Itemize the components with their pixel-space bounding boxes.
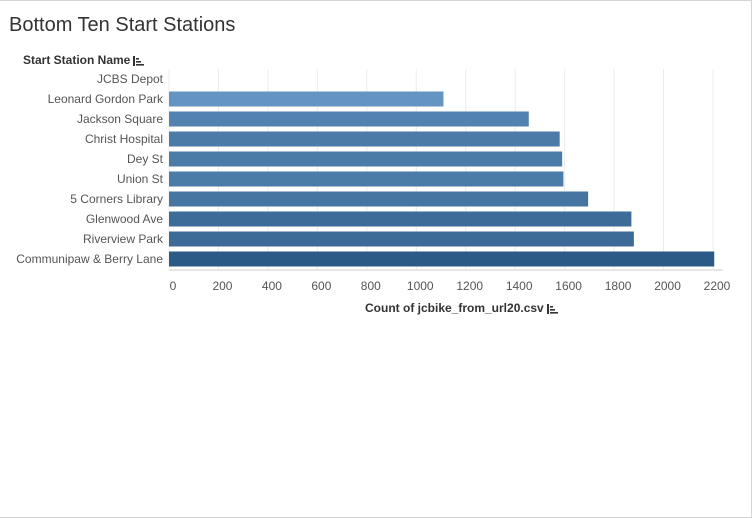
- x-tick-label: 1000: [407, 279, 434, 293]
- x-axis-header-label: Count of jcbike_from_url20.csv: [365, 301, 544, 315]
- category-label[interactable]: 5 Corners Library: [70, 192, 163, 206]
- x-tick-label: 1200: [456, 279, 483, 293]
- category-label[interactable]: Dey St: [127, 152, 164, 166]
- bar[interactable]: [169, 211, 632, 227]
- x-axis-ticks: 0 200 400 600 800 1000 1200 1400 1600 1800 2000 220…: [170, 279, 731, 293]
- bars: [169, 91, 715, 267]
- x-tick-label: 1400: [506, 279, 533, 293]
- category-label[interactable]: Christ Hospital: [85, 132, 163, 146]
- bar[interactable]: [169, 111, 529, 127]
- bar[interactable]: [169, 91, 444, 107]
- bar[interactable]: [169, 251, 715, 267]
- y-axis-header-label: Start Station Name: [23, 53, 131, 67]
- x-tick-label: 800: [361, 279, 381, 293]
- bar[interactable]: [169, 171, 564, 187]
- x-tick-label: 400: [262, 279, 282, 293]
- category-label[interactable]: Communipaw & Berry Lane: [16, 252, 163, 266]
- category-label[interactable]: Jackson Square: [77, 112, 163, 126]
- bar[interactable]: [169, 231, 634, 247]
- category-label[interactable]: JCBS Depot: [97, 72, 164, 86]
- bar[interactable]: [169, 151, 563, 167]
- category-label[interactable]: Riverview Park: [83, 232, 164, 246]
- category-label[interactable]: Glenwood Ave: [86, 212, 163, 226]
- x-tick-label: 600: [311, 279, 331, 293]
- sort-descending-icon[interactable]: [546, 303, 558, 314]
- x-tick-label: 2000: [654, 279, 681, 293]
- bar[interactable]: [169, 131, 560, 147]
- y-axis-header[interactable]: Start Station Name: [23, 53, 145, 67]
- x-axis-header[interactable]: Count of jcbike_from_url20.csv: [365, 301, 558, 315]
- sort-descending-icon[interactable]: [133, 55, 145, 66]
- category-label[interactable]: Leonard Gordon Park: [48, 92, 164, 106]
- x-tick-label: 200: [212, 279, 232, 293]
- bar[interactable]: [169, 191, 589, 207]
- category-labels: JCBS Depot Leonard Gordon Park Jackson Squ…: [16, 72, 164, 266]
- x-tick-label: 2200: [704, 279, 731, 293]
- x-tick-label: 0: [170, 279, 177, 293]
- x-tick-label: 1800: [605, 279, 632, 293]
- chart-title: Bottom Ten Start Stations: [9, 14, 236, 36]
- category-label[interactable]: Union St: [117, 172, 164, 186]
- x-tick-label: 1600: [555, 279, 582, 293]
